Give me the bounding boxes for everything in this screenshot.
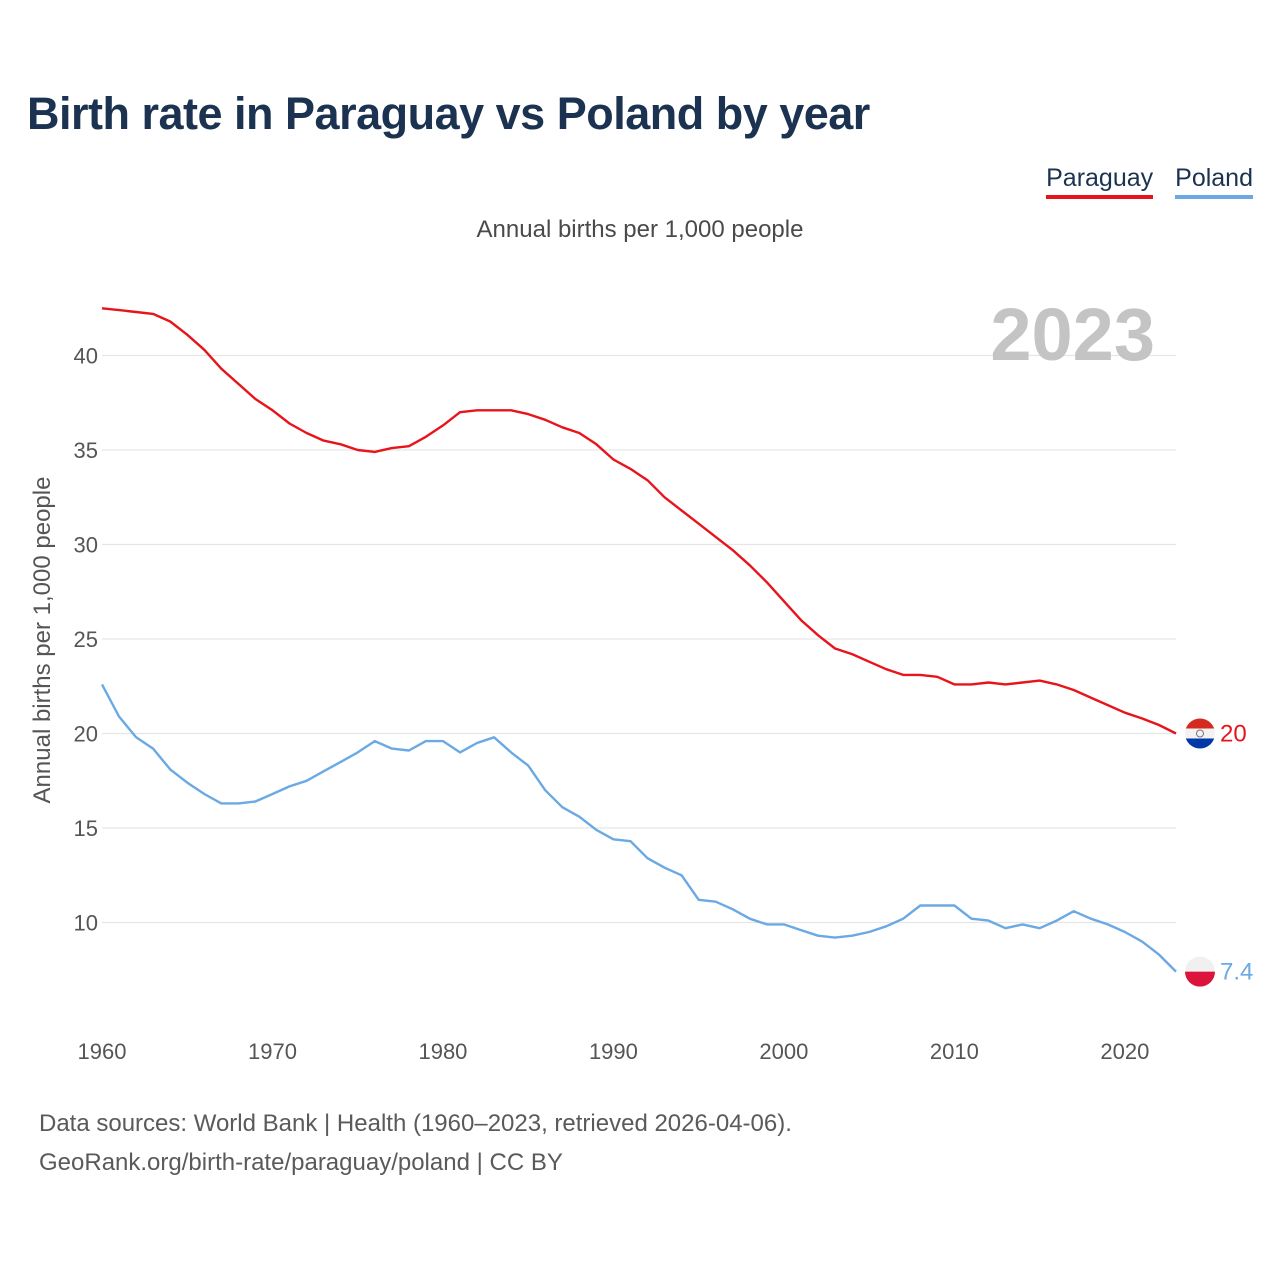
x-tick-label: 2020 bbox=[1100, 1039, 1149, 1064]
end-label-paraguay: 20 bbox=[1220, 721, 1247, 748]
series-line-paraguay[interactable] bbox=[101, 307, 1177, 735]
y-tick-label: 35 bbox=[74, 438, 98, 463]
x-tick-label: 1990 bbox=[589, 1039, 638, 1064]
x-tick-label: 1960 bbox=[78, 1039, 127, 1064]
paraguay-flag-icon bbox=[1185, 718, 1215, 749]
chart-subtitle: Annual births per 1,000 people bbox=[476, 216, 804, 243]
y-tick-label: 30 bbox=[74, 533, 98, 558]
y-tick-label: 40 bbox=[74, 344, 98, 369]
footer-link[interactable]: GeoRank.org/birth-rate/paraguay/poland |… bbox=[39, 1149, 563, 1176]
legend: Paraguay Poland bbox=[1046, 164, 1253, 199]
series-lines bbox=[100, 307, 1177, 973]
legend-item-paraguay[interactable]: Paraguay bbox=[1046, 164, 1154, 199]
x-tick-label: 1980 bbox=[418, 1039, 467, 1064]
y-axis-ticks: 10 15 20 25 30 35 40 bbox=[74, 344, 98, 936]
legend-item-poland[interactable]: Poland bbox=[1175, 164, 1253, 199]
gridlines bbox=[102, 354, 1176, 924]
y-tick-label: 25 bbox=[74, 627, 98, 652]
x-tick-label: 1970 bbox=[248, 1039, 297, 1064]
y-tick-label: 20 bbox=[74, 722, 98, 747]
line-chart: 10 15 20 25 30 35 40 1960 1970 1980 1990 2000 2010 2… bbox=[29, 293, 1253, 1064]
footer-sources: Data sources: World Bank | Health (1960–… bbox=[39, 1110, 792, 1137]
y-tick-label: 10 bbox=[74, 911, 98, 936]
series-line-poland[interactable] bbox=[100, 683, 1177, 973]
y-tick-label: 15 bbox=[74, 816, 98, 841]
footer: Data sources: World Bank | Health (1960–… bbox=[39, 1104, 792, 1182]
end-label-poland: 7.4 bbox=[1220, 959, 1253, 986]
y-axis-label: Annual births per 1,000 people bbox=[29, 477, 56, 804]
year-label: 2023 bbox=[990, 293, 1155, 376]
x-tick-label: 2000 bbox=[759, 1039, 808, 1064]
x-axis-ticks: 1960 1970 1980 1990 2000 2010 2020 bbox=[78, 1039, 1150, 1064]
chart-title: Birth rate in Paraguay vs Poland by year bbox=[27, 88, 870, 139]
x-tick-label: 2010 bbox=[930, 1039, 979, 1064]
poland-flag-icon bbox=[1185, 956, 1215, 987]
series-end-markers: 207.4 bbox=[1185, 718, 1253, 987]
